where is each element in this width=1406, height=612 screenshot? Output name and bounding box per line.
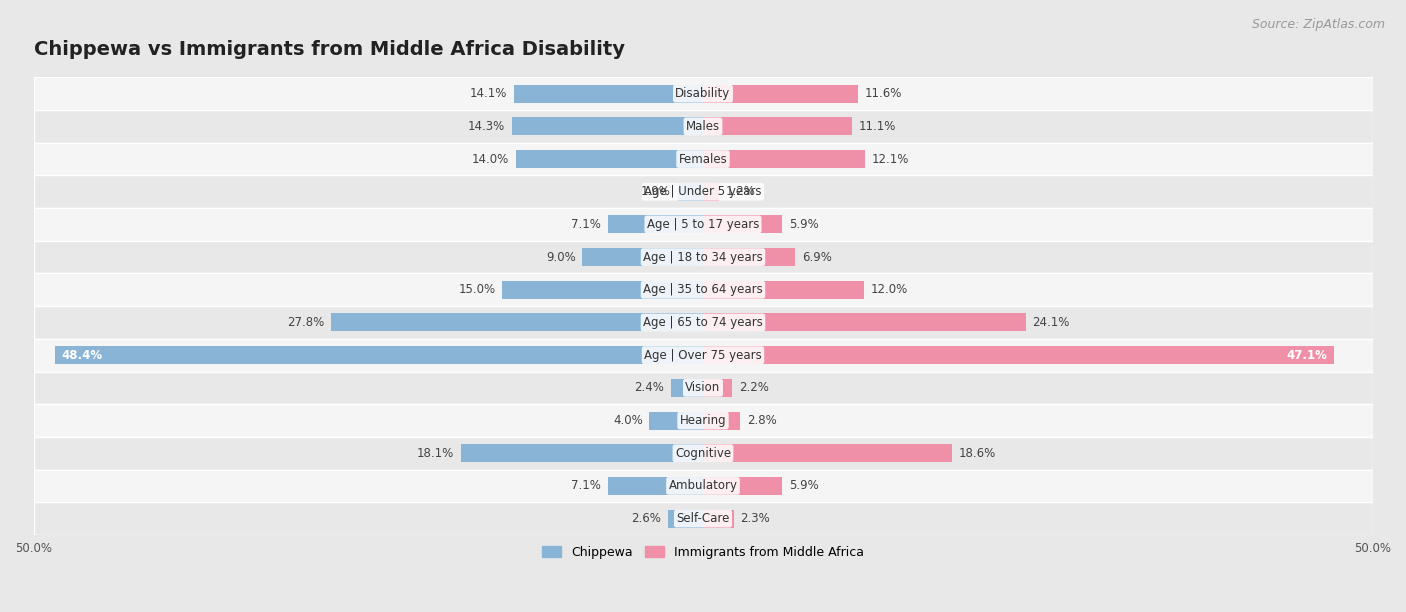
Bar <box>461 444 703 462</box>
Bar <box>34 502 1372 535</box>
Bar <box>703 346 1334 364</box>
Text: 4.0%: 4.0% <box>613 414 643 427</box>
Bar <box>330 313 703 332</box>
Bar <box>34 241 1372 274</box>
Bar <box>34 274 1372 306</box>
Text: 2.3%: 2.3% <box>741 512 770 525</box>
Text: 2.4%: 2.4% <box>634 381 664 394</box>
Bar <box>703 84 858 103</box>
Text: 2.8%: 2.8% <box>747 414 778 427</box>
Bar <box>650 411 703 430</box>
Bar <box>582 248 703 266</box>
Text: Age | Over 75 years: Age | Over 75 years <box>644 349 762 362</box>
Bar <box>607 215 703 233</box>
Bar <box>703 444 952 462</box>
Text: Males: Males <box>686 120 720 133</box>
Text: Age | Under 5 years: Age | Under 5 years <box>644 185 762 198</box>
Text: 6.9%: 6.9% <box>801 250 832 264</box>
Bar <box>703 477 782 495</box>
Bar <box>34 437 1372 469</box>
Text: Age | 65 to 74 years: Age | 65 to 74 years <box>643 316 763 329</box>
Text: Age | 35 to 64 years: Age | 35 to 64 years <box>643 283 763 296</box>
Bar <box>34 110 1372 143</box>
Bar <box>668 510 703 528</box>
Text: Disability: Disability <box>675 87 731 100</box>
Bar <box>671 379 703 397</box>
Bar <box>703 248 796 266</box>
Bar <box>703 183 718 201</box>
Bar <box>34 339 1372 371</box>
Bar <box>703 215 782 233</box>
Bar <box>34 77 1372 110</box>
Text: Hearing: Hearing <box>679 414 727 427</box>
Text: Females: Females <box>679 152 727 166</box>
Text: Vision: Vision <box>685 381 721 394</box>
Bar <box>703 411 741 430</box>
Text: 47.1%: 47.1% <box>1286 349 1327 362</box>
Text: 12.0%: 12.0% <box>870 283 908 296</box>
Bar <box>516 150 703 168</box>
Bar <box>34 176 1372 208</box>
Bar <box>55 346 703 364</box>
Bar <box>502 281 703 299</box>
Text: 7.1%: 7.1% <box>571 218 602 231</box>
Text: Age | 5 to 17 years: Age | 5 to 17 years <box>647 218 759 231</box>
Text: 5.9%: 5.9% <box>789 479 818 493</box>
Bar <box>703 118 852 135</box>
Bar <box>678 183 703 201</box>
Text: Source: ZipAtlas.com: Source: ZipAtlas.com <box>1251 18 1385 31</box>
Text: 48.4%: 48.4% <box>62 349 103 362</box>
Text: 15.0%: 15.0% <box>458 283 495 296</box>
Bar <box>34 208 1372 241</box>
Text: 14.3%: 14.3% <box>468 120 505 133</box>
Text: 24.1%: 24.1% <box>1032 316 1070 329</box>
Text: Chippewa vs Immigrants from Middle Africa Disability: Chippewa vs Immigrants from Middle Afric… <box>34 40 624 59</box>
Text: 18.1%: 18.1% <box>416 447 454 460</box>
Text: 12.1%: 12.1% <box>872 152 910 166</box>
Bar <box>703 313 1026 332</box>
Text: 7.1%: 7.1% <box>571 479 602 493</box>
Bar <box>515 84 703 103</box>
Bar <box>607 477 703 495</box>
Legend: Chippewa, Immigrants from Middle Africa: Chippewa, Immigrants from Middle Africa <box>536 540 870 565</box>
Text: 1.9%: 1.9% <box>641 185 671 198</box>
Text: Age | 18 to 34 years: Age | 18 to 34 years <box>643 250 763 264</box>
Bar <box>34 371 1372 404</box>
Bar <box>512 118 703 135</box>
Text: 11.1%: 11.1% <box>858 120 896 133</box>
Text: 5.9%: 5.9% <box>789 218 818 231</box>
Text: 11.6%: 11.6% <box>865 87 903 100</box>
Text: 9.0%: 9.0% <box>546 250 576 264</box>
Bar <box>703 150 865 168</box>
Text: Cognitive: Cognitive <box>675 447 731 460</box>
Text: Self-Care: Self-Care <box>676 512 730 525</box>
Text: 2.6%: 2.6% <box>631 512 661 525</box>
Text: Ambulatory: Ambulatory <box>668 479 738 493</box>
Text: 18.6%: 18.6% <box>959 447 995 460</box>
Text: 14.1%: 14.1% <box>470 87 508 100</box>
Text: 2.2%: 2.2% <box>740 381 769 394</box>
Bar <box>34 306 1372 339</box>
Bar <box>703 281 863 299</box>
Bar <box>34 143 1372 176</box>
Bar <box>34 404 1372 437</box>
Text: 14.0%: 14.0% <box>471 152 509 166</box>
Bar <box>703 510 734 528</box>
Text: 1.2%: 1.2% <box>725 185 755 198</box>
Text: 27.8%: 27.8% <box>287 316 323 329</box>
Bar <box>703 379 733 397</box>
Bar <box>34 469 1372 502</box>
